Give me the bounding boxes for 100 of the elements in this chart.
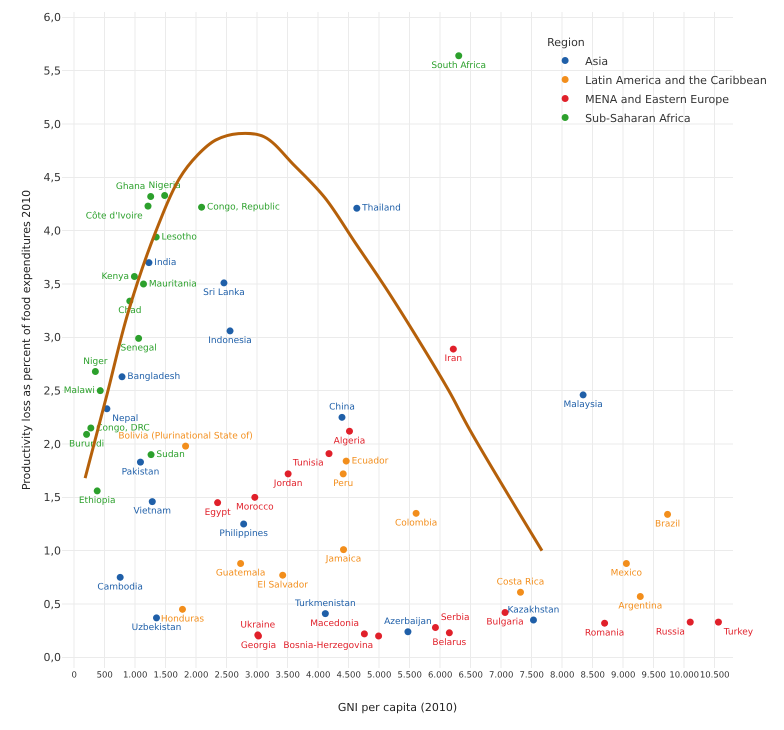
x-tick-label: 2.500 xyxy=(214,670,239,680)
data-label: Kazakhstan xyxy=(508,605,560,616)
data-label: South Africa xyxy=(431,60,486,71)
data-label: Guatemala xyxy=(216,568,266,579)
data-label: Philippines xyxy=(219,529,268,540)
point xyxy=(161,192,168,199)
point xyxy=(455,52,462,60)
point xyxy=(198,204,206,211)
y-axis-title: Productivity loss as percent of food expenditures 2010 xyxy=(20,190,33,490)
point xyxy=(601,620,608,627)
y-tick-label: 0,0 xyxy=(44,651,61,664)
data-label: Cambodia xyxy=(97,582,143,592)
data-label: Sudan xyxy=(156,450,185,460)
data-label: Azerbaijan xyxy=(384,617,432,628)
point xyxy=(340,470,347,478)
data-label: Iran xyxy=(444,354,462,364)
point xyxy=(251,494,258,501)
point xyxy=(360,630,368,638)
point xyxy=(450,346,457,353)
data-label: Morocco xyxy=(236,502,274,512)
point xyxy=(516,588,524,596)
point xyxy=(144,202,152,210)
x-tick-label: 6.000 xyxy=(428,670,452,680)
y-tick-label: 5,0 xyxy=(44,118,61,131)
x-tick-label: 2.000 xyxy=(184,670,208,680)
y-tick-label: 1,0 xyxy=(44,544,61,558)
data-label: Thailand xyxy=(361,204,401,214)
data-label: Malaysia xyxy=(563,400,603,410)
data-label: Colombia xyxy=(394,518,438,528)
point xyxy=(152,614,160,622)
data-label: Lesotho xyxy=(162,232,198,242)
data-label: Ecuador xyxy=(352,456,389,466)
point xyxy=(342,458,350,465)
data-label: Argentina xyxy=(618,602,662,612)
data-label: China xyxy=(329,402,355,413)
x-tick-label: 7.500 xyxy=(520,670,544,680)
point xyxy=(92,368,99,375)
point xyxy=(353,204,360,212)
x-axis-title: GNI per capita (2010) xyxy=(338,701,458,714)
y-tick-label: 6,0 xyxy=(44,11,61,24)
point xyxy=(636,593,644,600)
data-label: India xyxy=(154,258,176,268)
data-label: Romania xyxy=(584,628,624,638)
data-label: Macedonia xyxy=(310,619,360,630)
y-tick-label: 3,5 xyxy=(44,278,61,291)
y-tick-label: 4,5 xyxy=(44,171,61,184)
data-label: Jordan xyxy=(272,478,302,489)
data-label: El Salvador xyxy=(257,580,308,590)
point xyxy=(714,618,722,626)
point xyxy=(130,273,138,280)
x-tick-label: 8.500 xyxy=(580,670,605,680)
data-label: Senegal xyxy=(120,344,157,354)
point xyxy=(220,279,228,286)
point xyxy=(338,414,346,421)
legend-label: Asia xyxy=(585,54,608,68)
data-label: Sri Lanka xyxy=(203,288,245,298)
data-label: Ukraine xyxy=(240,620,276,630)
data-label: Jamaica xyxy=(324,554,362,565)
point xyxy=(140,280,147,288)
data-label: Tunisia xyxy=(292,458,324,469)
point xyxy=(502,609,509,616)
point xyxy=(94,487,101,494)
data-label: Ghana xyxy=(116,182,146,192)
data-label: Malawi xyxy=(64,386,95,396)
x-tick-label: 1.500 xyxy=(154,670,178,680)
data-label: Mexico xyxy=(610,568,643,579)
x-tick-label: 5.500 xyxy=(398,670,422,680)
point xyxy=(530,616,537,624)
point xyxy=(412,510,420,517)
data-label: Uzbekistan xyxy=(132,622,182,633)
y-tick-label: 2,5 xyxy=(44,384,61,398)
data-label: Ethiopia xyxy=(78,496,116,506)
x-tick-label: 1.000 xyxy=(123,670,148,680)
data-label: Pakistan xyxy=(122,467,160,478)
data-label: Bangladesh xyxy=(127,372,180,382)
legend-label: MENA and Eastern Europe xyxy=(585,92,730,106)
point xyxy=(346,428,353,435)
data-label: Serbia xyxy=(440,612,470,623)
x-tick-label: 9.500 xyxy=(642,670,666,680)
y-tick-label: 0,5 xyxy=(44,598,61,611)
point xyxy=(240,520,248,528)
data-label: Indonesia xyxy=(208,336,252,346)
x-tick-label: 5.000 xyxy=(367,670,392,680)
data-label: Bosnia-Herzegovina xyxy=(283,641,374,652)
data-label: Georgia xyxy=(240,641,276,652)
y-tick-label: 4,0 xyxy=(44,224,61,238)
point xyxy=(96,387,104,394)
point xyxy=(580,391,587,398)
point xyxy=(83,430,90,438)
y-tick-label: 5,5 xyxy=(44,64,61,78)
x-tick-label: 3.500 xyxy=(276,670,300,680)
point xyxy=(279,572,286,579)
point xyxy=(664,510,672,518)
x-tick-label: 0 xyxy=(71,670,77,680)
x-tick-label: 9.000 xyxy=(611,670,636,680)
data-label: Algeria xyxy=(334,436,366,446)
point xyxy=(147,193,154,200)
x-tick-label: 3.000 xyxy=(245,670,270,680)
legend-label: Latin America and the Caribbean xyxy=(585,74,767,87)
x-tick-label: 4.000 xyxy=(306,670,330,680)
